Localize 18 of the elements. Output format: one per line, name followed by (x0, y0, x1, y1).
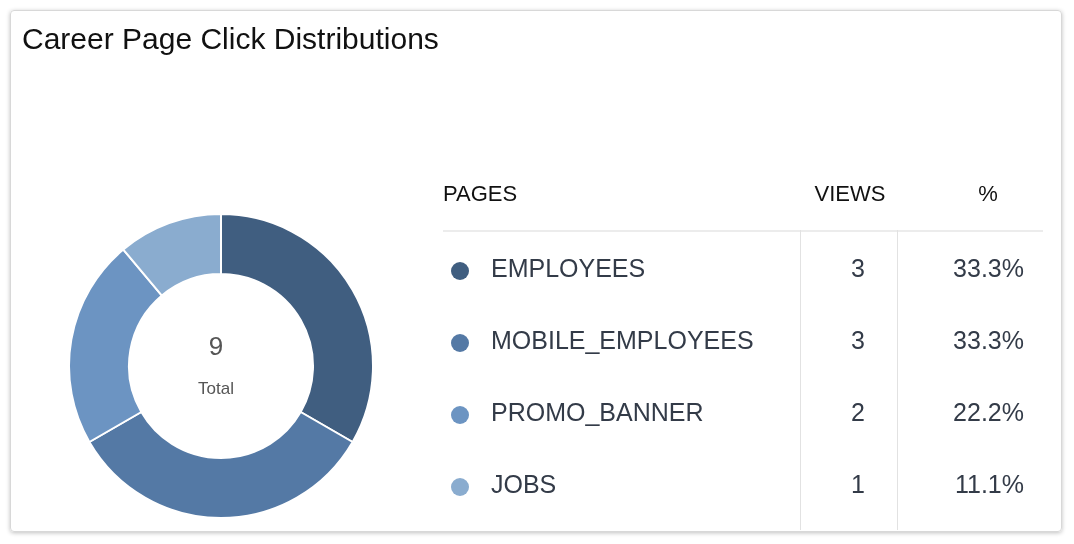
text: Total (197, 379, 235, 399)
text: VIEWS (813, 181, 887, 207)
legend-label: EMPLOYEES (491, 254, 646, 283)
text: 3 (851, 326, 865, 354)
data-label: 11.1% (953, 470, 1024, 499)
chart-title: Career Page Click Distributions (22, 22, 439, 56)
legend-title: PAGES (443, 181, 518, 207)
text: 1 (851, 470, 865, 498)
legend-label: JOBS (491, 470, 557, 499)
text: 2 (851, 398, 865, 426)
legend-label: PROMO_BANNER (491, 398, 704, 427)
data-label: 33.3% (952, 254, 1024, 283)
legend-label: MOBILE_EMPLOYEES (491, 326, 754, 355)
text: 9 (207, 331, 225, 362)
data-label: 22.2% (952, 398, 1024, 427)
text: % (977, 181, 999, 207)
text: 3 (851, 254, 865, 282)
data-label: 33.3% (952, 326, 1024, 355)
